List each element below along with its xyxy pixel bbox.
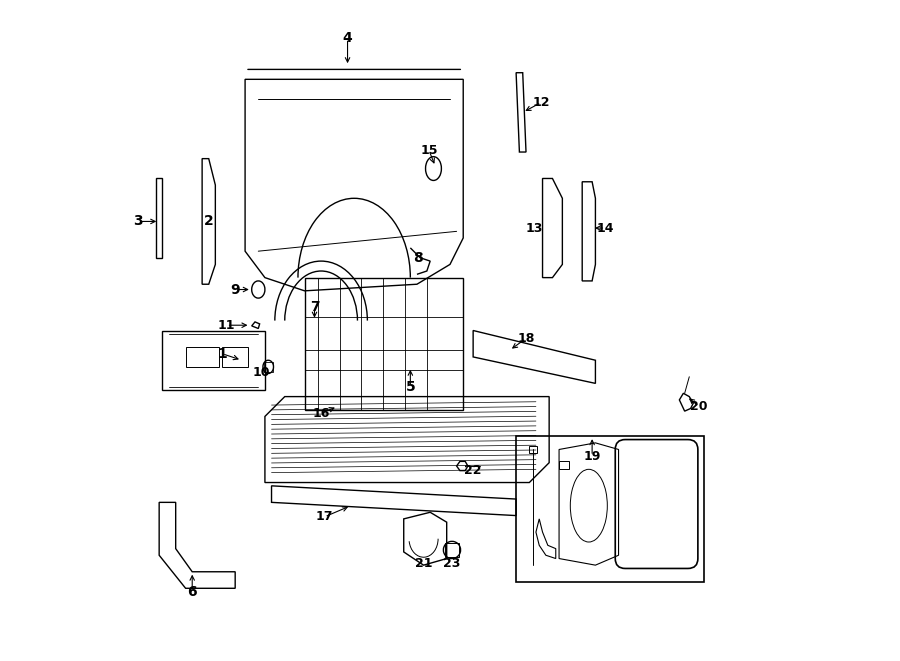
Bar	[264, 362, 273, 372]
Text: 8: 8	[413, 251, 423, 265]
Text: 14: 14	[597, 221, 614, 235]
Text: 19: 19	[583, 449, 601, 463]
Text: 23: 23	[444, 557, 461, 570]
Text: 13: 13	[526, 221, 544, 235]
Text: 21: 21	[415, 557, 432, 570]
Text: 1: 1	[217, 346, 227, 361]
Text: 20: 20	[690, 400, 708, 413]
Text: 9: 9	[230, 282, 240, 297]
Text: 5: 5	[406, 379, 415, 394]
Bar	[185, 347, 219, 367]
Text: 22: 22	[464, 464, 482, 477]
Text: 2: 2	[204, 214, 213, 229]
Text: 6: 6	[187, 584, 197, 599]
Text: 3: 3	[133, 214, 143, 229]
Bar	[528, 446, 536, 453]
Bar	[559, 461, 569, 469]
Bar	[222, 347, 248, 367]
Text: 17: 17	[316, 510, 333, 524]
Text: 12: 12	[533, 96, 550, 109]
Text: 7: 7	[310, 300, 320, 315]
Text: 4: 4	[343, 31, 353, 46]
Text: 11: 11	[218, 319, 235, 332]
Text: 15: 15	[420, 143, 437, 157]
Text: 18: 18	[518, 332, 535, 345]
Bar	[445, 543, 459, 557]
Text: 16: 16	[312, 407, 329, 420]
Bar	[516, 436, 705, 582]
Text: 10: 10	[253, 366, 270, 379]
